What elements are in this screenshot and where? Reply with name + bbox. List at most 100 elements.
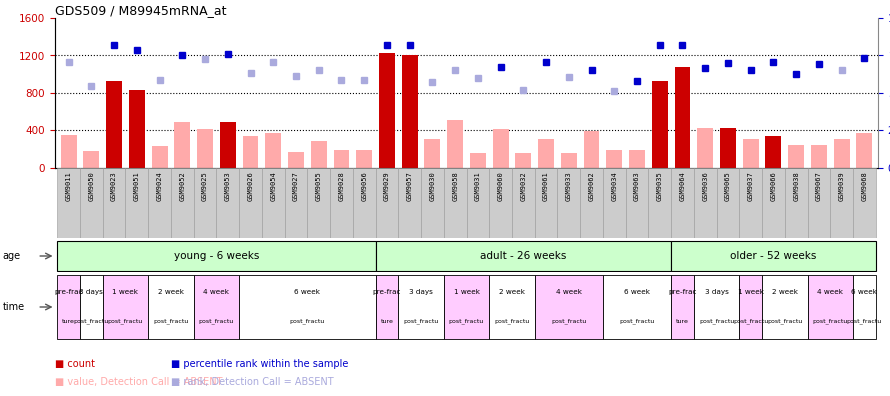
- Text: age: age: [3, 251, 20, 261]
- Text: 4 week: 4 week: [556, 289, 582, 295]
- Text: time: time: [3, 302, 25, 312]
- Text: GSM9062: GSM9062: [588, 171, 595, 200]
- Text: 6 week: 6 week: [295, 289, 320, 295]
- Bar: [151, 147, 167, 168]
- Text: 2 week: 2 week: [499, 289, 525, 295]
- Bar: [444, 168, 466, 238]
- Bar: [515, 152, 531, 168]
- Text: GSM9061: GSM9061: [543, 171, 549, 200]
- Bar: [789, 145, 804, 168]
- Bar: [675, 67, 691, 168]
- Bar: [535, 275, 603, 339]
- Bar: [765, 136, 781, 168]
- Bar: [470, 152, 486, 168]
- Bar: [493, 129, 508, 168]
- Text: GSM9067: GSM9067: [816, 171, 821, 200]
- Bar: [834, 139, 850, 168]
- Text: pre-frac: pre-frac: [668, 289, 697, 295]
- Text: pre-frac: pre-frac: [54, 289, 83, 295]
- Bar: [856, 133, 872, 168]
- Bar: [171, 168, 194, 238]
- Bar: [334, 150, 350, 168]
- Text: GSM9050: GSM9050: [88, 171, 94, 200]
- Text: 1 week: 1 week: [454, 289, 480, 295]
- Bar: [401, 55, 417, 168]
- Bar: [444, 275, 490, 339]
- Text: GSM9068: GSM9068: [862, 171, 868, 200]
- Bar: [80, 168, 102, 238]
- Text: GSM9060: GSM9060: [498, 171, 504, 200]
- Bar: [376, 168, 399, 238]
- Bar: [102, 275, 149, 339]
- Text: GSM9039: GSM9039: [838, 171, 845, 200]
- Text: 2 week: 2 week: [772, 289, 797, 295]
- Bar: [811, 145, 827, 168]
- Bar: [490, 168, 512, 238]
- Text: GSM9052: GSM9052: [179, 171, 185, 200]
- Bar: [216, 168, 239, 238]
- Bar: [785, 168, 807, 238]
- Text: GSM9026: GSM9026: [247, 171, 254, 200]
- Text: post_fractu: post_fractu: [699, 319, 734, 324]
- Text: post_fractu: post_fractu: [449, 319, 484, 324]
- Bar: [629, 150, 645, 168]
- Bar: [512, 168, 535, 238]
- Text: ■ value, Detection Call = ABSENT: ■ value, Detection Call = ABSENT: [55, 377, 222, 387]
- Text: GSM9032: GSM9032: [521, 171, 526, 200]
- Text: post_fractu: post_fractu: [733, 319, 768, 324]
- Bar: [288, 152, 304, 168]
- Bar: [425, 139, 441, 168]
- Text: 1 week: 1 week: [738, 289, 764, 295]
- Bar: [535, 168, 557, 238]
- Text: post_fractu: post_fractu: [813, 319, 848, 324]
- Bar: [580, 168, 603, 238]
- Text: 6 week: 6 week: [624, 289, 650, 295]
- Bar: [466, 168, 490, 238]
- Bar: [807, 275, 853, 339]
- Text: post_fractu: post_fractu: [494, 319, 530, 324]
- Bar: [603, 168, 626, 238]
- Bar: [762, 275, 807, 339]
- Bar: [740, 275, 762, 339]
- Text: post_fractu: post_fractu: [198, 319, 234, 324]
- Text: GSM9031: GSM9031: [475, 171, 481, 200]
- Text: GSM9051: GSM9051: [134, 171, 140, 200]
- Bar: [651, 81, 668, 168]
- Bar: [376, 241, 671, 271]
- Text: 3 days: 3 days: [79, 289, 103, 295]
- Bar: [265, 133, 281, 168]
- Bar: [671, 241, 876, 271]
- Bar: [694, 168, 716, 238]
- Text: GSM9037: GSM9037: [748, 171, 754, 200]
- Text: GSM9038: GSM9038: [793, 171, 799, 200]
- Bar: [743, 139, 758, 168]
- Bar: [561, 154, 577, 168]
- Bar: [584, 131, 600, 168]
- Bar: [307, 168, 330, 238]
- Text: 3 days: 3 days: [409, 289, 433, 295]
- Bar: [220, 122, 236, 168]
- Text: GSM9054: GSM9054: [271, 171, 276, 200]
- Bar: [720, 128, 736, 168]
- Bar: [174, 122, 190, 168]
- Text: ture: ture: [381, 319, 393, 324]
- Text: young - 6 weeks: young - 6 weeks: [174, 251, 259, 261]
- Bar: [716, 168, 740, 238]
- Bar: [740, 168, 762, 238]
- Bar: [626, 168, 649, 238]
- Text: GDS509 / M89945mRNA_at: GDS509 / M89945mRNA_at: [55, 4, 226, 17]
- Bar: [671, 168, 694, 238]
- Bar: [606, 150, 622, 168]
- Text: GSM9066: GSM9066: [771, 171, 776, 200]
- Bar: [57, 275, 80, 339]
- Bar: [352, 168, 376, 238]
- Bar: [194, 168, 216, 238]
- Text: GSM9053: GSM9053: [225, 171, 231, 200]
- Bar: [830, 168, 853, 238]
- Bar: [243, 136, 258, 168]
- Text: 1 week: 1 week: [112, 289, 139, 295]
- Bar: [125, 168, 149, 238]
- Text: post_fractu: post_fractu: [619, 319, 655, 324]
- Bar: [57, 241, 376, 271]
- Text: GSM9029: GSM9029: [384, 171, 390, 200]
